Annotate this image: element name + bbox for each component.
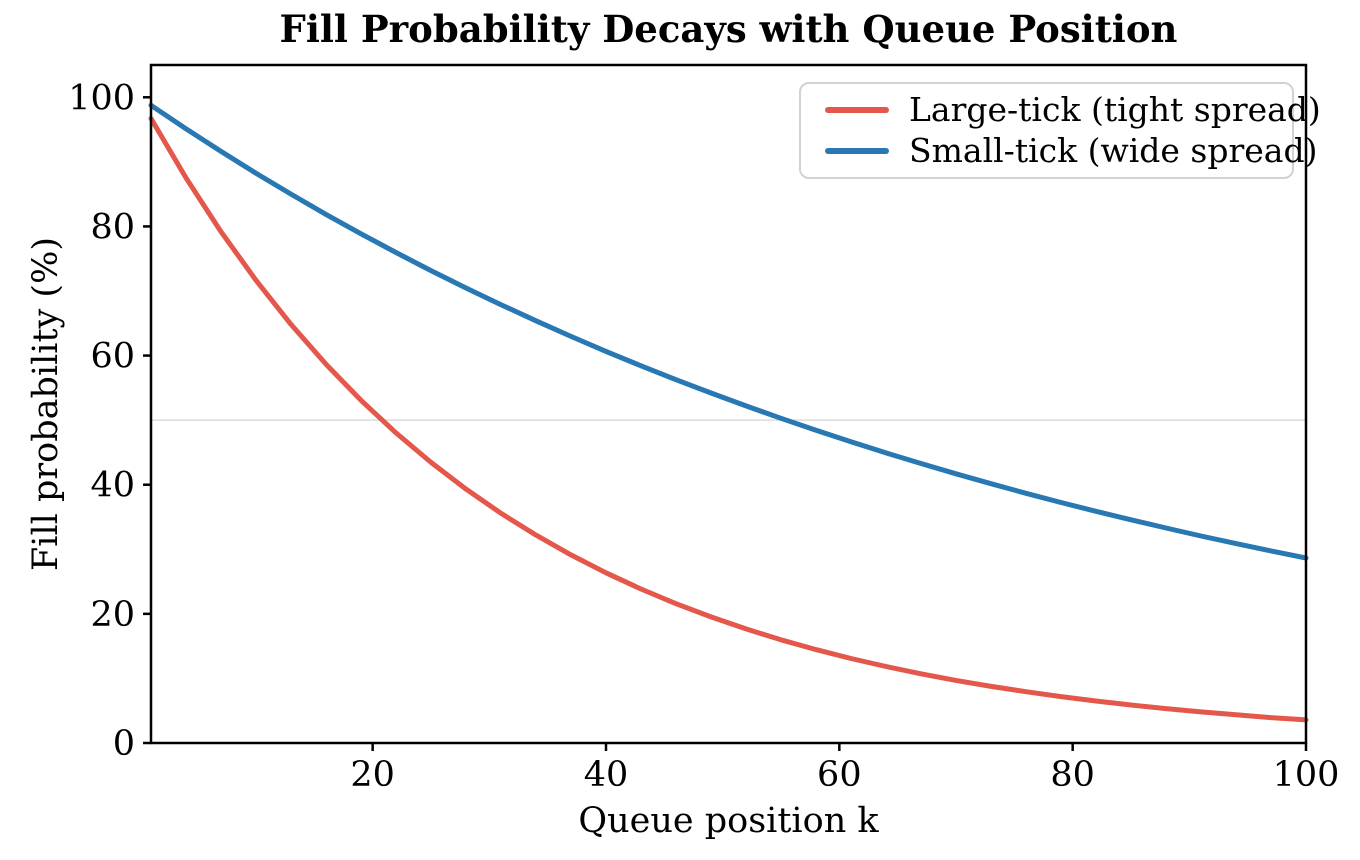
x-axis-label: Queue position k xyxy=(578,801,879,841)
svg-text:0: 0 xyxy=(113,724,135,764)
svg-text:100: 100 xyxy=(68,78,135,118)
legend-label: Small-tick (wide spread) xyxy=(909,131,1318,170)
svg-text:60: 60 xyxy=(90,337,135,377)
svg-text:40: 40 xyxy=(90,466,135,506)
legend-item: Small-tick (wide spread) xyxy=(825,132,1317,170)
svg-text:100: 100 xyxy=(1273,755,1340,795)
svg-text:60: 60 xyxy=(817,755,862,795)
legend-label: Large-tick (tight spread) xyxy=(909,90,1321,129)
svg-text:20: 20 xyxy=(90,595,135,635)
legend: Large-tick (tight spread) Small-tick (wi… xyxy=(799,82,1321,179)
svg-text:40: 40 xyxy=(584,755,629,795)
svg-text:20: 20 xyxy=(350,755,395,795)
legend-swatch xyxy=(825,107,889,113)
svg-text:80: 80 xyxy=(1050,755,1095,795)
svg-text:80: 80 xyxy=(90,207,135,247)
legend-swatch xyxy=(825,148,889,154)
chart-title: Fill Probability Decays with Queue Posit… xyxy=(279,7,1178,51)
legend-item: Large-tick (tight spread) xyxy=(825,91,1321,129)
